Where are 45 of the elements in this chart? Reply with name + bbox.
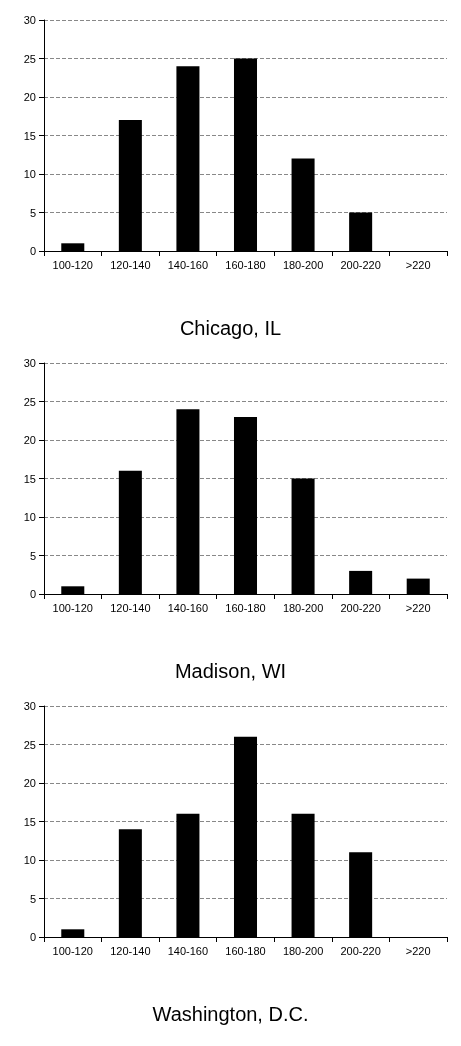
y-tick-label: 0 xyxy=(29,931,36,943)
y-tick-label: 25 xyxy=(23,52,36,65)
x-tick-label: 180-200 xyxy=(282,258,324,271)
y-tick-label: 10 xyxy=(23,168,36,180)
x-tick-label: 200-220 xyxy=(340,944,381,957)
x-tick-label: 200-220 xyxy=(340,258,381,271)
x-tick-label: 100-120 xyxy=(52,944,93,957)
x-tick-label: 120-140 xyxy=(110,258,151,271)
x-tick-label: >220 xyxy=(405,258,431,271)
x-tick-label: 160-180 xyxy=(225,601,266,614)
y-tick-label: 10 xyxy=(23,511,36,523)
y-tick-label: 30 xyxy=(23,14,36,26)
x-tick-label: 140-160 xyxy=(167,944,209,957)
x-tick-label: 140-160 xyxy=(167,601,209,614)
x-tick-label: >220 xyxy=(405,601,431,614)
x-tick-label: 100-120 xyxy=(52,258,93,271)
x-tick-label: 140-160 xyxy=(167,258,209,271)
y-tick-label: 15 xyxy=(23,472,36,485)
x-tick-label: 160-180 xyxy=(225,258,266,271)
y-tick-label: 5 xyxy=(29,549,36,562)
x-tick-label: 180-200 xyxy=(282,601,324,614)
y-tick-label: 20 xyxy=(23,777,36,789)
x-tick-label: >220 xyxy=(405,944,431,957)
y-tick-label: 15 xyxy=(23,129,36,142)
y-tick-label: 30 xyxy=(23,357,36,369)
x-tick-label: 120-140 xyxy=(110,601,151,614)
y-tick-label: 15 xyxy=(23,815,36,828)
y-tick-label: 25 xyxy=(23,395,36,408)
text: Washington, D.C. xyxy=(152,1003,309,1025)
y-tick-label: 5 xyxy=(29,892,36,905)
y-tick-label: 30 xyxy=(23,700,36,712)
y-tick-label: 5 xyxy=(29,206,36,219)
y-tick-label: 0 xyxy=(29,245,36,257)
y-tick-label: 20 xyxy=(23,434,36,446)
x-tick-label: 160-180 xyxy=(225,944,266,957)
y-tick-label: 25 xyxy=(23,738,36,751)
x-tick-label: 100-120 xyxy=(52,601,93,614)
y-tick-label: 0 xyxy=(29,588,36,600)
y-tick-label: 10 xyxy=(23,854,36,866)
x-tick-label: 200-220 xyxy=(340,601,381,614)
y-tick-label: 20 xyxy=(23,91,36,103)
x-tick-label: 180-200 xyxy=(282,944,324,957)
text: Chicago, IL xyxy=(179,317,282,339)
x-tick-label: 120-140 xyxy=(110,944,151,957)
text: Madison, WI xyxy=(174,660,287,682)
